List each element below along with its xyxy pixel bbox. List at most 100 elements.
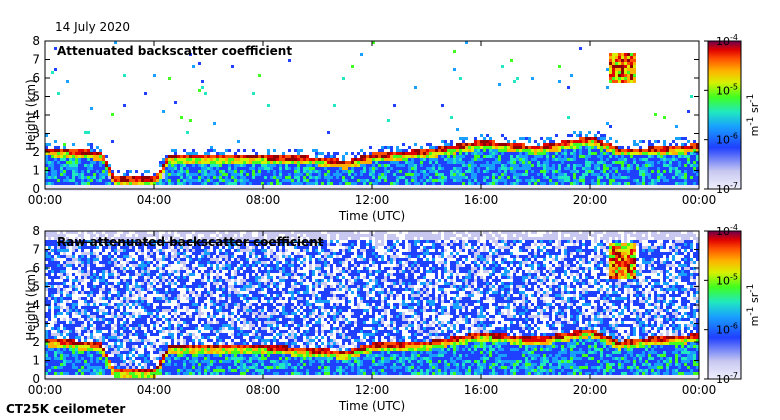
heatmap-cell	[345, 164, 348, 167]
heatmap-cell	[207, 167, 210, 170]
heatmap-cell	[279, 155, 282, 158]
heatmap-cell	[309, 179, 312, 182]
heatmap-cell	[93, 161, 96, 164]
heatmap-cell	[528, 146, 531, 149]
heatmap-cell	[447, 161, 450, 164]
heatmap-cell	[615, 164, 618, 167]
heatmap-cell	[120, 258, 123, 261]
heatmap-cell	[690, 143, 693, 146]
heatmap-cell	[63, 336, 66, 339]
heatmap-cell	[102, 261, 105, 264]
heatmap-cell	[321, 185, 324, 188]
heatmap-cell	[129, 270, 132, 273]
heatmap-cell	[672, 185, 675, 188]
heatmap-cell	[147, 330, 150, 333]
heatmap-cell	[543, 173, 546, 176]
heatmap-cell	[594, 173, 597, 176]
heatmap-cell	[99, 243, 102, 246]
heatmap-cell	[126, 297, 129, 300]
heatmap-cell	[225, 176, 228, 179]
heatmap-cell	[162, 234, 165, 237]
heatmap-cell	[690, 158, 693, 161]
heatmap-cell	[123, 252, 126, 255]
heatmap-cell	[579, 167, 582, 170]
heatmap-cell	[156, 333, 159, 336]
heatmap-cell	[246, 182, 249, 185]
heatmap-cell	[435, 149, 438, 152]
heatmap-cell	[291, 170, 294, 173]
heatmap-cell	[453, 50, 456, 53]
heatmap-cell	[546, 143, 549, 146]
heatmap-cell	[99, 315, 102, 318]
heatmap-cell	[168, 258, 171, 261]
heatmap-cell	[339, 161, 342, 164]
heatmap-cell	[378, 170, 381, 173]
heatmap-cell	[96, 158, 99, 161]
heatmap-cell	[69, 366, 72, 369]
heatmap-cell	[282, 164, 285, 167]
heatmap-cell	[102, 372, 105, 375]
heatmap-cell	[78, 149, 81, 152]
heatmap-cell	[150, 342, 153, 345]
heatmap-cell	[93, 366, 96, 369]
heatmap-cell	[624, 149, 627, 152]
heatmap-cell	[657, 158, 660, 161]
heatmap-cell	[675, 182, 678, 185]
heatmap-cell	[612, 182, 615, 185]
heatmap-cell	[102, 339, 105, 342]
heatmap-cell	[489, 173, 492, 176]
heatmap-cell	[420, 155, 423, 158]
heatmap-cell	[87, 261, 90, 264]
heatmap-cell	[336, 182, 339, 185]
heatmap-cell	[618, 80, 621, 83]
heatmap-cell	[591, 173, 594, 176]
heatmap-cell	[504, 149, 507, 152]
heatmap-cell	[123, 306, 126, 309]
heatmap-cell	[108, 264, 111, 267]
heatmap-cell	[69, 285, 72, 288]
heatmap-cell	[126, 303, 129, 306]
heatmap-cell	[162, 182, 165, 185]
heatmap-cell	[153, 324, 156, 327]
heatmap-cell	[171, 176, 174, 179]
heatmap-cell	[351, 161, 354, 164]
heatmap-cell	[147, 306, 150, 309]
heatmap-cell	[252, 155, 255, 158]
heatmap-cell	[165, 372, 168, 375]
heatmap-cell	[69, 363, 72, 366]
heatmap-cell	[639, 152, 642, 155]
heatmap-cell	[72, 354, 75, 357]
heatmap-cell	[87, 330, 90, 333]
heatmap-cell	[495, 182, 498, 185]
heatmap-cell	[51, 258, 54, 261]
heatmap-cell	[480, 173, 483, 176]
heatmap-cell	[189, 167, 192, 170]
heatmap-cell	[552, 170, 555, 173]
heatmap-cell	[96, 146, 99, 149]
heatmap-cell	[441, 155, 444, 158]
heatmap-cell	[336, 152, 339, 155]
heatmap-cell	[576, 155, 579, 158]
heatmap-cell	[141, 173, 144, 176]
heatmap-cell	[450, 116, 453, 119]
heatmap-cell	[111, 345, 114, 348]
heatmap-cell	[225, 185, 228, 188]
heatmap-cell	[432, 185, 435, 188]
heatmap-cell	[126, 176, 129, 179]
heatmap-cell	[672, 158, 675, 161]
heatmap-cell	[369, 185, 372, 188]
heatmap-cell	[45, 339, 48, 342]
heatmap-cell	[561, 182, 564, 185]
heatmap-cell	[129, 243, 132, 246]
heatmap-cell	[111, 360, 114, 363]
heatmap-cell	[87, 363, 90, 366]
heatmap-cell	[99, 366, 102, 369]
heatmap-cell	[657, 149, 660, 152]
heatmap-cell	[519, 176, 522, 179]
heatmap-cell	[201, 176, 204, 179]
heatmap-cell	[168, 261, 171, 264]
heatmap-cell	[117, 303, 120, 306]
heatmap-cell	[210, 149, 213, 152]
heatmap-cell	[63, 354, 66, 357]
heatmap-cell	[222, 155, 225, 158]
